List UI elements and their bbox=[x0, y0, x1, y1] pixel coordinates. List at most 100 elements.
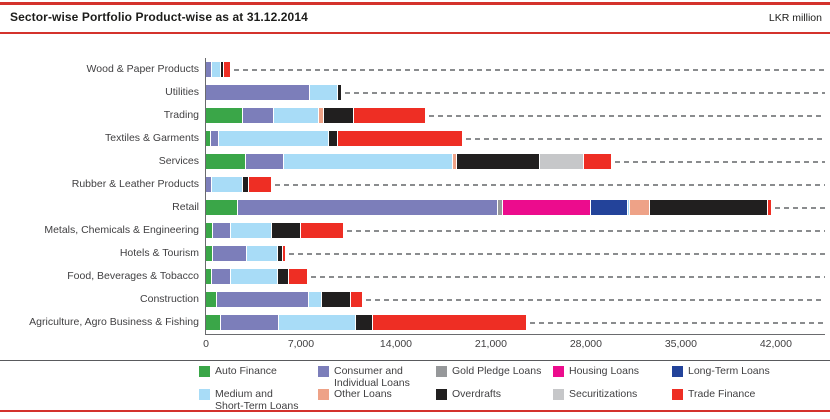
legend-item-consumer-and-individual-loans: Consumer and Individual Loans bbox=[318, 365, 410, 389]
legend-swatch bbox=[199, 389, 210, 400]
bar-segment-overdrafts bbox=[270, 223, 300, 238]
x-tick-label: 42,000 bbox=[759, 338, 792, 350]
stacked-bar bbox=[206, 131, 462, 146]
stacked-bar bbox=[206, 246, 285, 261]
legend-label: Housing Loans bbox=[569, 365, 640, 377]
bar-track bbox=[206, 242, 825, 265]
bar-track bbox=[206, 219, 825, 242]
bar-segment-trade-finance bbox=[766, 200, 772, 215]
bar-segment-overdrafts bbox=[321, 292, 351, 307]
x-axis-tick-labels: 0 7,000 14,000 21,000 28,000 35,000 42,000 bbox=[0, 338, 830, 352]
x-tick-label: 28,000 bbox=[569, 338, 602, 350]
legend-item-other-loans: Other Loans bbox=[318, 388, 392, 401]
bar-segment-medium-and-short-term-loans bbox=[230, 269, 277, 284]
bar-segment-medium-and-short-term-loans bbox=[308, 292, 322, 307]
bar-segment-medium-and-short-term-loans bbox=[230, 223, 271, 238]
bar-segment-overdrafts bbox=[328, 131, 337, 146]
x-tick-label: 14,000 bbox=[379, 338, 413, 350]
legend-swatch bbox=[436, 366, 447, 377]
bar-segment-medium-and-short-term-loans bbox=[211, 177, 242, 192]
bar-segment-consumer-and-individual-loans bbox=[241, 108, 274, 123]
stacked-bar bbox=[206, 177, 272, 192]
leader-dashed-line bbox=[775, 206, 825, 209]
bar-segment-auto-finance bbox=[206, 108, 242, 123]
category-label: Trading bbox=[163, 109, 199, 121]
legend-swatch bbox=[672, 366, 683, 377]
leader-dashed-line bbox=[365, 298, 825, 301]
bar-segment-long-term-loans bbox=[590, 200, 627, 215]
legend-label: Consumer and Individual Loans bbox=[334, 365, 410, 389]
legend-label: Long-Term Loans bbox=[688, 365, 770, 377]
x-tick-label: 7,000 bbox=[287, 338, 315, 350]
bar-segment-overdrafts bbox=[241, 177, 249, 192]
legend-swatch bbox=[553, 389, 564, 400]
legend-item-overdrafts: Overdrafts bbox=[436, 388, 502, 401]
bar-row: Textiles & Garments bbox=[0, 127, 830, 150]
bar-segment-consumer-and-individual-loans bbox=[206, 177, 212, 192]
bar-row: Hotels & Tourism bbox=[0, 242, 830, 265]
legend-label: Overdrafts bbox=[452, 388, 502, 400]
bar-segment-overdrafts bbox=[455, 154, 539, 169]
bar-track bbox=[206, 265, 825, 288]
leader-dashed-line bbox=[347, 229, 825, 232]
bar-segment-trade-finance bbox=[350, 292, 362, 307]
bar-segment-trade-finance bbox=[582, 154, 612, 169]
bar-segment-medium-and-short-term-loans bbox=[308, 85, 338, 100]
plot-area: Wood & Paper Products Utilities Trading Tex… bbox=[0, 58, 830, 334]
legend-label: Gold Pledge Loans bbox=[452, 365, 542, 377]
legend-label: Other Loans bbox=[334, 388, 392, 400]
bar-segment-overdrafts bbox=[219, 62, 223, 77]
category-label: Agriculture, Agro Business & Fishing bbox=[29, 316, 199, 328]
bar-row: Rubber & Leather Products bbox=[0, 173, 830, 196]
bar-track bbox=[206, 288, 825, 311]
legend-swatch bbox=[553, 366, 564, 377]
unit-label: LKR million bbox=[768, 12, 822, 24]
bar-segment-consumer-and-individual-loans bbox=[211, 269, 230, 284]
category-label: Construction bbox=[140, 293, 199, 305]
legend-label: Trade Finance bbox=[688, 388, 756, 400]
stacked-bar bbox=[206, 85, 341, 100]
bar-segment-medium-and-short-term-loans bbox=[273, 108, 319, 123]
legend-swatch bbox=[199, 366, 210, 377]
category-label: Metals, Chemicals & Engineering bbox=[44, 224, 199, 236]
bar-segment-housing-loans bbox=[501, 200, 591, 215]
bar-track bbox=[206, 127, 825, 150]
bar-segment-other-loans bbox=[318, 108, 324, 123]
y-axis-line bbox=[205, 58, 206, 335]
bar-segment-other-loans bbox=[451, 154, 456, 169]
legend-item-securitizations: Securitizations bbox=[553, 388, 638, 401]
bar-segment-overdrafts bbox=[354, 315, 372, 330]
bar-segment-medium-and-short-term-loans bbox=[278, 315, 355, 330]
top-red-rule bbox=[0, 2, 830, 5]
legend-item-trade-finance: Trade Finance bbox=[672, 388, 756, 401]
stacked-bar bbox=[206, 200, 772, 215]
bar-row: Utilities bbox=[0, 81, 830, 104]
bar-segment-consumer-and-individual-loans bbox=[209, 131, 218, 146]
bar-segment-overdrafts bbox=[276, 269, 288, 284]
x-tick-label: 35,000 bbox=[664, 338, 697, 350]
category-label: Hotels & Tourism bbox=[119, 247, 199, 259]
bar-track bbox=[206, 150, 825, 173]
category-label: Services bbox=[158, 155, 199, 167]
bar-segment-consumer-and-individual-loans bbox=[215, 292, 309, 307]
bar-segment-medium-and-short-term-loans bbox=[211, 62, 220, 77]
stacked-bar bbox=[206, 292, 362, 307]
bar-segment-trade-finance bbox=[248, 177, 272, 192]
bar-segment-overdrafts bbox=[649, 200, 767, 215]
legend-label: Medium and Short-Term Loans bbox=[215, 388, 299, 412]
legend-item-housing-loans: Housing Loans bbox=[553, 365, 640, 378]
legend-item-gold-pledge-loans: Gold Pledge Loans bbox=[436, 365, 542, 378]
bar-segment-securitizations bbox=[538, 154, 583, 169]
x-tick-label: 21,000 bbox=[474, 338, 507, 350]
category-label: Wood & Paper Products bbox=[86, 63, 199, 75]
leader-dashed-line bbox=[310, 275, 825, 278]
bar-segment-overdrafts bbox=[337, 85, 341, 100]
bar-segment-medium-and-short-term-loans bbox=[626, 200, 629, 215]
bar-segment-trade-finance bbox=[287, 269, 307, 284]
legend-label: Securitizations bbox=[569, 388, 638, 400]
leader-dashed-line bbox=[344, 91, 825, 94]
title-underline-rule bbox=[0, 32, 830, 34]
bar-segment-medium-and-short-term-loans bbox=[217, 131, 329, 146]
bar-segment-auto-finance bbox=[206, 223, 212, 238]
